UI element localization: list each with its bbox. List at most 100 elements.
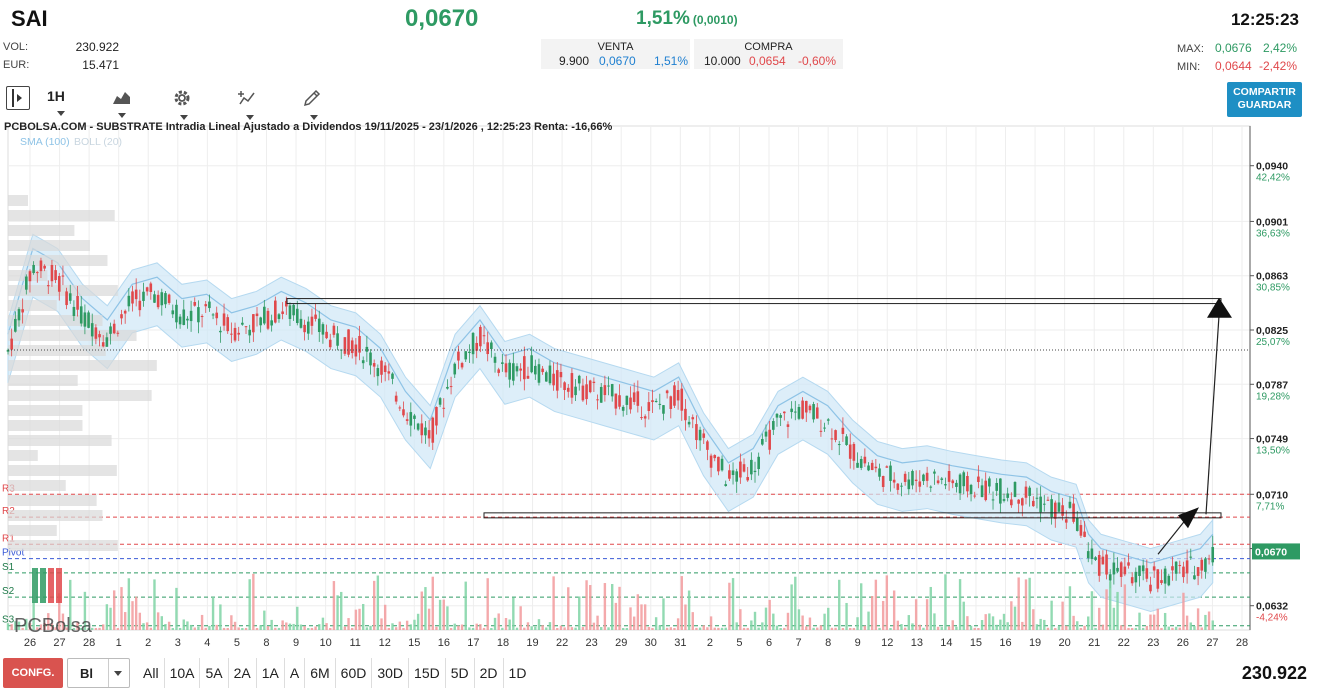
volume-bar [387, 627, 391, 630]
volume-bar [65, 627, 68, 630]
volume-bar [969, 625, 973, 630]
candle-body [1032, 500, 1035, 507]
x-tick-label: 21 [1088, 637, 1100, 649]
candle-body [548, 365, 552, 384]
volume-bar [940, 627, 943, 630]
save-label: GUARDAR [1237, 99, 1292, 111]
candle-body [416, 423, 420, 430]
panel-toggle-button[interactable] [6, 86, 30, 110]
candle-body [153, 294, 156, 303]
candle-body [947, 471, 951, 482]
candle-body [1207, 558, 1211, 560]
interval-button[interactable]: 1H [47, 88, 65, 116]
candle-body [698, 429, 702, 441]
last-price: 0,0670 [405, 5, 479, 32]
price-chart[interactable]: 26 27 28 1 2 3 4 5 8 9 10 11 12 15 16 17 18 19 22 23 29 30 31 2… [0, 118, 1317, 658]
volume-bar [812, 627, 815, 630]
candle-body [336, 333, 339, 346]
candle-body [735, 471, 739, 482]
candle-body [32, 264, 35, 274]
candle-body [566, 387, 570, 392]
pencil-icon [303, 89, 321, 107]
x-tick-label: 1 [116, 637, 122, 649]
candle-body [621, 406, 625, 411]
candle-body [281, 311, 284, 315]
buy-quantity: 10.000 [704, 54, 741, 68]
range-button-10a[interactable]: 10A [165, 658, 201, 688]
volume-bar [424, 587, 427, 630]
candle-body [46, 285, 50, 287]
range-button-2d[interactable]: 2D [475, 658, 504, 688]
candle-body [1185, 560, 1189, 574]
candle-body [1064, 519, 1068, 523]
range-button-2a[interactable]: 2A [229, 658, 257, 688]
volume-bar [885, 575, 889, 630]
volume-bar [54, 627, 57, 630]
candle-body [1108, 574, 1112, 581]
range-button-15d[interactable]: 15D [409, 658, 446, 688]
settings-button[interactable] [172, 88, 192, 120]
range-button-30d[interactable]: 30D [372, 658, 410, 688]
candle-body [101, 342, 105, 347]
chart-style-button[interactable] [112, 88, 132, 119]
candle-body [409, 412, 413, 426]
volume-bar [870, 596, 874, 630]
candle-body [317, 318, 321, 333]
candle-body [164, 293, 167, 305]
volume-bar [285, 622, 288, 630]
volume-bar [874, 579, 878, 630]
volume-bar [519, 606, 522, 630]
buy-title: COMPRA [744, 41, 793, 53]
volume-bar [402, 627, 405, 630]
range-button-a[interactable]: A [285, 658, 306, 688]
candle-body [1160, 580, 1163, 584]
candle-body [145, 287, 149, 292]
candle-body [303, 324, 306, 333]
candle-body [1090, 548, 1094, 559]
chart-type-select[interactable]: Bl [67, 658, 130, 688]
volume-profile-bar [8, 360, 157, 371]
volume-bar [863, 625, 867, 630]
range-button-5a[interactable]: 5A [200, 658, 229, 688]
min-value: 0,0644 [1215, 59, 1252, 73]
range-button-60d[interactable]: 60D [336, 658, 373, 688]
candle-body [321, 324, 325, 335]
volume-bar [460, 624, 464, 630]
candle-body [1171, 566, 1174, 571]
share-save-button[interactable]: COMPARTIR GUARDAR [1227, 82, 1302, 117]
range-button-1a[interactable]: 1A [257, 658, 285, 688]
volume-bar [962, 601, 965, 630]
indicators-button[interactable] [238, 88, 258, 120]
candle-body [603, 385, 607, 396]
volume-bar [1178, 627, 1181, 630]
candle-body [391, 373, 394, 379]
candle-body [189, 310, 193, 322]
volume-bar [138, 612, 142, 630]
volume-bar [178, 627, 182, 630]
config-button[interactable]: CONFG. [3, 658, 63, 688]
candle-body [230, 333, 233, 335]
price-change: 1,51% (0,0010) [636, 8, 738, 30]
volume-bar [695, 627, 698, 630]
range-button-5d[interactable]: 5D [446, 658, 475, 688]
volume-bar [1024, 579, 1028, 630]
volume-bar [852, 627, 856, 630]
volume-profile-bar [8, 255, 108, 266]
chart-title: PCBOLSA.COM - SUBSTRATE Intradia Lineal … [4, 121, 612, 133]
candle-body [750, 459, 753, 475]
volume-profile-bar [8, 300, 57, 311]
drawing-tools-button[interactable] [302, 88, 322, 120]
candle-body [178, 316, 182, 325]
chart-type-value: Bl [80, 666, 93, 681]
range-button-6m[interactable]: 6M [305, 658, 336, 688]
range-button-1d[interactable]: 1D [508, 665, 527, 681]
y-tick-label: 0,0787 [1256, 379, 1288, 391]
bottom-bar: CONFG. Bl All 10A 5A 2A 1A A 6M 60D 30D 15D 5D 2D 1D… [0, 656, 1317, 693]
candle-body [343, 337, 347, 354]
candle-body [479, 326, 482, 347]
volume-bar [1072, 615, 1075, 630]
range-button-all[interactable]: All [138, 658, 165, 688]
volume-bar [127, 578, 131, 630]
volume-bar [1193, 626, 1196, 630]
sell-percent: 1,51% [654, 54, 689, 68]
